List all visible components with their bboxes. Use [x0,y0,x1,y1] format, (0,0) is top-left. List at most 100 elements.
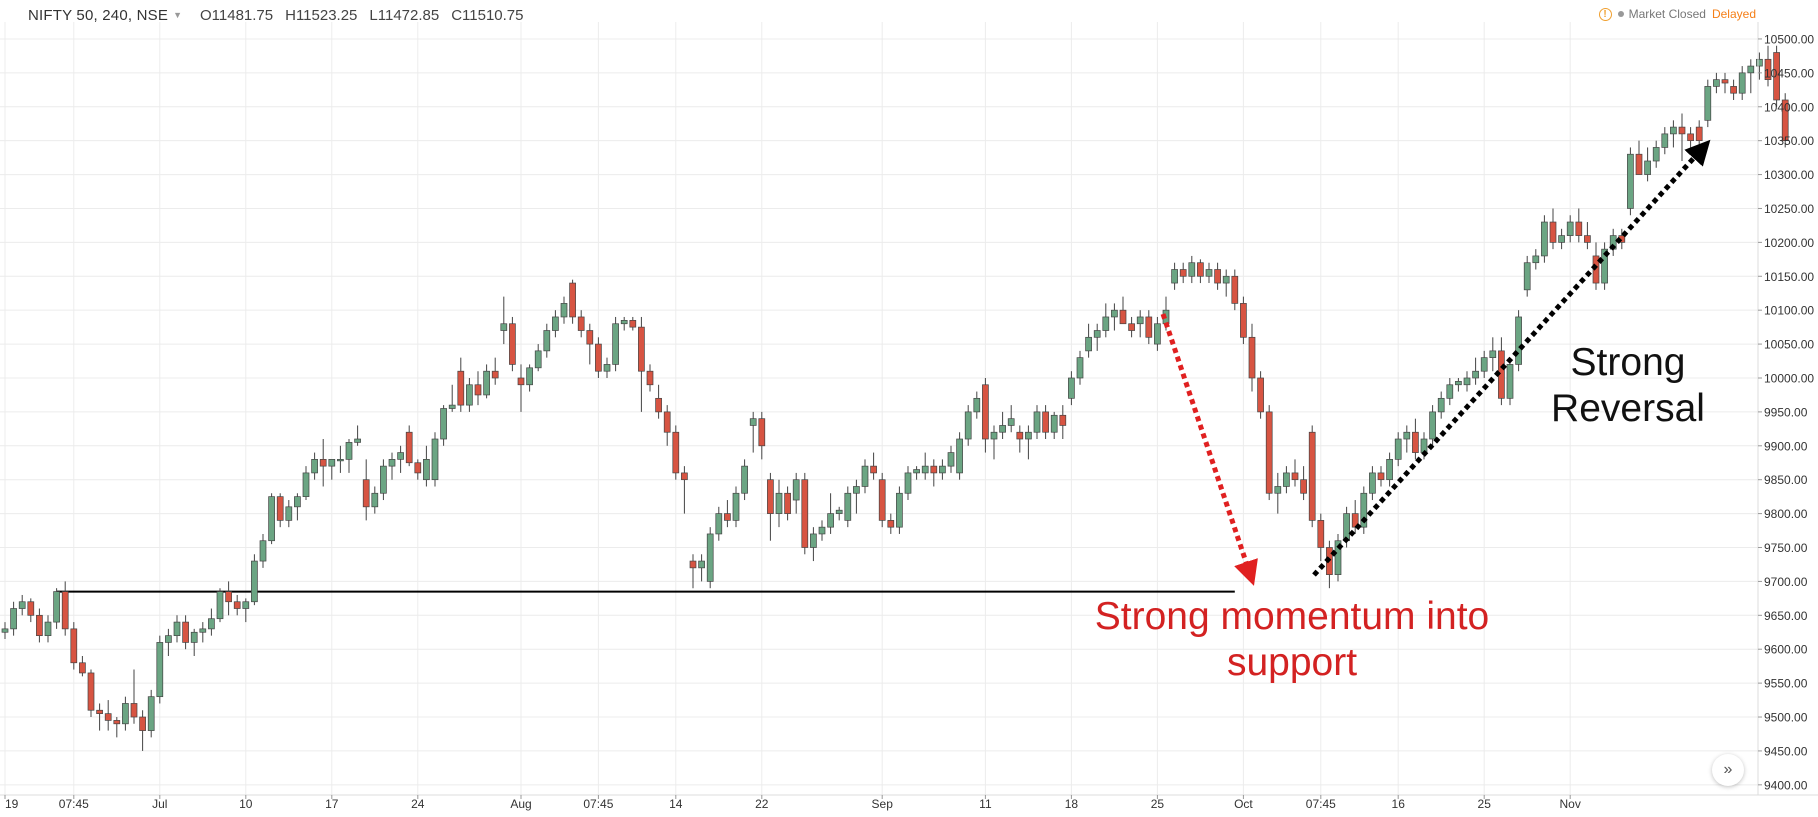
candle-body [225,591,232,603]
candle-body [1093,330,1101,338]
candle [302,466,310,501]
candle [1429,405,1436,446]
candle [182,615,189,650]
candle-body [1102,316,1110,331]
candle-body [1265,411,1273,494]
candle [1455,377,1462,392]
candle-body [1291,472,1299,481]
candle-body [1050,414,1058,433]
candle [1764,45,1772,87]
candle [1093,323,1101,351]
candle [225,581,232,616]
candle [104,700,112,731]
candle [216,588,224,623]
candle [1601,242,1608,290]
candle [724,500,731,528]
candle [466,377,473,412]
y-tick-label: 9850.00 [1764,473,1808,487]
candle [939,459,946,480]
candle-body [388,459,396,467]
y-tick-label: 10300.00 [1764,168,1814,182]
candle-body [792,479,800,501]
candle [61,581,69,636]
candle-body [1489,350,1497,358]
candle-body [1042,411,1049,433]
candle [190,628,198,656]
candle [53,588,60,629]
candle [147,689,155,738]
scroll-to-realtime-button[interactable]: » [1712,754,1744,786]
candle [10,601,17,636]
x-tick-label: 25 [1151,797,1165,811]
candle-body [1145,316,1153,338]
candle [1403,425,1411,453]
chevron-down-icon[interactable]: ▼ [173,10,182,20]
candle [1377,466,1385,487]
candle [1670,120,1677,148]
candle [362,459,370,521]
double-chevron-right-icon: » [1723,761,1733,778]
candle [534,344,542,372]
symbol-title[interactable]: NIFTY 50, 240, NSE [28,6,169,24]
candle-body [973,397,981,413]
candle-body [1257,377,1264,413]
candle [646,364,654,392]
candle [208,608,215,636]
x-tick-label: 07:45 [59,797,89,811]
x-tick-label: Oct [1234,797,1253,811]
candle [156,635,164,704]
candle-body [414,462,422,474]
candle [1248,323,1256,392]
candle [1463,371,1471,392]
candle [345,439,353,473]
candle-body [1756,58,1763,67]
candle [457,357,465,412]
low-value: L11472.85 [369,6,440,24]
candle [827,493,834,534]
candle-body [1300,479,1307,494]
candle-body [629,320,637,328]
candle-body [767,479,774,514]
candle-body [165,635,172,643]
candle-body [990,431,998,440]
candle-body [405,431,413,464]
candle [1171,262,1178,290]
candle-body [1721,79,1729,84]
candle-body [1214,269,1221,284]
candle [784,486,791,521]
candle [577,310,585,338]
candle-body [337,459,344,462]
candle-body [534,350,542,369]
candle [586,323,594,365]
candle [70,622,78,670]
y-tick-label: 9550.00 [1764,677,1808,691]
candle [638,316,645,412]
candle [1661,127,1669,155]
candle [431,432,439,487]
candle-body [199,628,207,633]
candle [1111,303,1118,331]
candle-body [173,621,181,637]
close-value: C11510.75 [451,6,524,24]
candle [311,452,318,480]
candle [1128,316,1135,338]
candle [1566,215,1574,243]
black-dotted-arrow [1312,139,1711,577]
candle-body [1188,262,1196,277]
warning-icon[interactable]: ! [1598,7,1612,21]
candle [36,608,43,643]
candle [18,594,26,616]
candle [1541,215,1548,263]
candle [1042,405,1049,440]
candle-body [1274,486,1282,494]
candle-body [517,377,525,386]
candle [810,527,817,562]
candle-body [612,323,619,365]
candle [1033,405,1041,440]
candle [337,445,344,473]
candle [1025,425,1032,460]
candle [1265,405,1273,501]
x-tick-label: 07:45 [583,797,613,811]
candle [491,357,499,385]
